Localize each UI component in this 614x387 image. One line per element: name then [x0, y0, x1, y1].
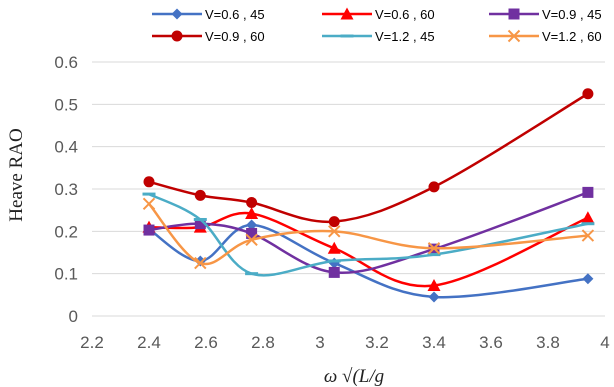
data-point	[327, 241, 341, 254]
legend-label: V=0.6 , 60	[375, 7, 435, 22]
x-axis-ticks: 2.2 2.4 2.6 2.8 3 3.2 3.4 3.6 3.8 4	[80, 333, 610, 352]
y-tick-label: 0.1	[54, 265, 78, 284]
x-tick-label: 2.4	[137, 333, 161, 352]
x-tick-label: 2.6	[194, 333, 218, 352]
data-point	[245, 207, 259, 220]
legend-marker	[340, 7, 354, 20]
data-point	[581, 211, 595, 224]
x-tick-label: 3.2	[365, 333, 389, 352]
data-point	[142, 192, 156, 196]
legend-label: V=0.9 , 45	[542, 7, 602, 22]
y-tick-label: 0.3	[54, 180, 78, 199]
data-point	[194, 256, 207, 270]
legend-item: V=0.6 , 60	[322, 7, 435, 22]
legend-label: V=1.2 , 45	[375, 29, 435, 44]
series-line	[148, 192, 589, 277]
legend-marker	[171, 8, 183, 20]
x-tick-label: 4	[600, 333, 609, 352]
data-point	[143, 176, 155, 188]
legend-marker	[171, 30, 183, 42]
y-tick-label: 0	[69, 307, 78, 326]
legend: V=0.6 , 45 V=0.6 , 60 V=0.9 , 45 V=0.9 , 60…	[152, 7, 602, 44]
data-point	[582, 273, 594, 285]
series-lines	[142, 88, 595, 303]
y-tick-label: 0.5	[54, 95, 78, 114]
legend-marker	[508, 8, 520, 20]
data-point	[246, 227, 258, 239]
data-point	[581, 229, 595, 242]
legend-item: V=0.6 , 45	[152, 7, 265, 22]
x-tick-label: 3.8	[536, 333, 560, 352]
data-point	[427, 242, 441, 255]
legend-marker	[507, 29, 521, 43]
data-point	[143, 224, 155, 236]
legend-label: V=0.9 , 60	[205, 29, 265, 44]
legend-label: V=0.6 , 45	[205, 7, 265, 22]
data-point	[582, 186, 594, 198]
data-point	[245, 272, 259, 276]
x-tick-label: 3.6	[479, 333, 503, 352]
x-tick-label: 3.4	[422, 333, 446, 352]
data-point	[427, 253, 441, 257]
y-axis-title: Heave RAO	[6, 128, 27, 221]
x-tick-label: 2.2	[80, 333, 104, 352]
legend-item: V=1.2 , 60	[489, 29, 602, 44]
series-line	[148, 92, 589, 224]
data-point	[193, 217, 207, 221]
y-tick-label: 0.6	[54, 53, 78, 72]
data-point	[142, 197, 156, 211]
y-tick-label: 0.4	[54, 138, 78, 157]
y-axis-ticks: 0 0.1 0.2 0.3 0.4 0.5 0.6	[54, 53, 78, 326]
gridlines	[92, 61, 605, 317]
data-point	[194, 218, 206, 230]
data-point	[582, 88, 594, 100]
data-point	[581, 222, 595, 226]
data-point	[328, 225, 341, 238]
data-point	[246, 219, 258, 231]
data-point	[245, 233, 258, 247]
data-point	[327, 259, 341, 263]
y-tick-label: 0.2	[54, 222, 78, 241]
legend-item: V=0.9 , 45	[489, 7, 602, 22]
series-4	[143, 88, 594, 228]
legend-marker	[340, 34, 354, 38]
data-point	[328, 266, 340, 278]
series-6	[142, 197, 595, 270]
data-point	[328, 216, 340, 228]
legend-item: V=1.2 , 45	[322, 29, 435, 44]
data-point	[428, 291, 440, 303]
x-tick-label: 3	[315, 333, 324, 352]
data-point	[428, 181, 440, 193]
legend-item: V=0.9 , 60	[152, 29, 265, 44]
data-point	[246, 197, 258, 209]
x-tick-label: 2.8	[251, 333, 275, 352]
data-point	[194, 189, 206, 201]
x-axis-title: ω √(L/g	[324, 366, 384, 387]
legend-label: V=1.2 , 60	[542, 29, 602, 44]
data-point	[427, 279, 441, 292]
